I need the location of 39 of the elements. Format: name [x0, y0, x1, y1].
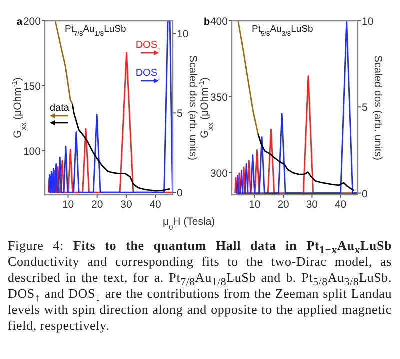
line-series: [72, 103, 171, 192]
y-tick-label: 200: [23, 16, 42, 28]
text: Conductivity and corresponding fits to the two-Dirac model, as described in the text, for a. Pt$_{7/8}$Au$_{1/8}$LuSb and b. Pt$_{5/8}$Au$_{3/8}$LuSb. DOS$_{↑}$ and DOS$_{↓}$ are the contributions from the Zeeman split Landau levels with spin direction along and opposite to the applied magnetic field, respectively.: [8, 254, 392, 333]
y2-axis-title: Scaled dos (arb. units): [372, 55, 384, 161]
x-tick-label: 30: [120, 199, 132, 211]
series-label: DOS$_{↓}$: [136, 68, 161, 82]
x-axis-title: μ$_{0}$H (Tesla): [163, 216, 216, 232]
y-tick-label: 400: [210, 16, 228, 28]
line-series: [54, 20, 74, 105]
x-tick-label: 20: [278, 199, 290, 211]
x-tick-label: 40: [150, 199, 162, 211]
text: b: [204, 17, 210, 28]
caption: Figure 4:: [8, 238, 64, 253]
y-tick-label: 350: [210, 92, 228, 104]
series-label: DOS$_{↑}$: [136, 40, 161, 54]
x-tick-label: 10: [249, 199, 261, 211]
series-label: data: [50, 103, 70, 114]
text: Pt$_{7/8}$Au$_{1/8}$LuSb: [65, 24, 126, 38]
y2-axis-title: Scaled dos (arb. units): [187, 55, 199, 161]
y-tick-label: 100: [23, 146, 42, 158]
y2-tick-label: 10: [362, 16, 374, 28]
x-tick-label: 10: [62, 199, 74, 211]
y2-tick-label: 10: [177, 28, 189, 41]
y2-tick-label: 5: [362, 102, 368, 114]
line-series: [238, 20, 260, 136]
line-series: [236, 20, 359, 194]
x-tick-label: 30: [306, 199, 318, 211]
text: Fits to the quantum Hall data in Pt$_{1−x}$Au$_{x}$LuSb: [73, 238, 392, 257]
y2-tick-label: 5: [177, 108, 183, 120]
x-tick-label: 20: [92, 199, 104, 211]
y2-tick-label: 0: [177, 188, 183, 200]
x-tick-label: 40: [334, 199, 347, 211]
y-tick-label: 150: [23, 80, 42, 93]
text: Pt$_{5/8}$Au$_{3/8}$LuSb: [252, 24, 314, 38]
line-series: [258, 134, 356, 192]
line-series: [48, 20, 174, 194]
y-tick-label: 300: [210, 168, 228, 180]
y2-tick-label: 0: [362, 188, 368, 200]
text: a: [17, 17, 23, 28]
